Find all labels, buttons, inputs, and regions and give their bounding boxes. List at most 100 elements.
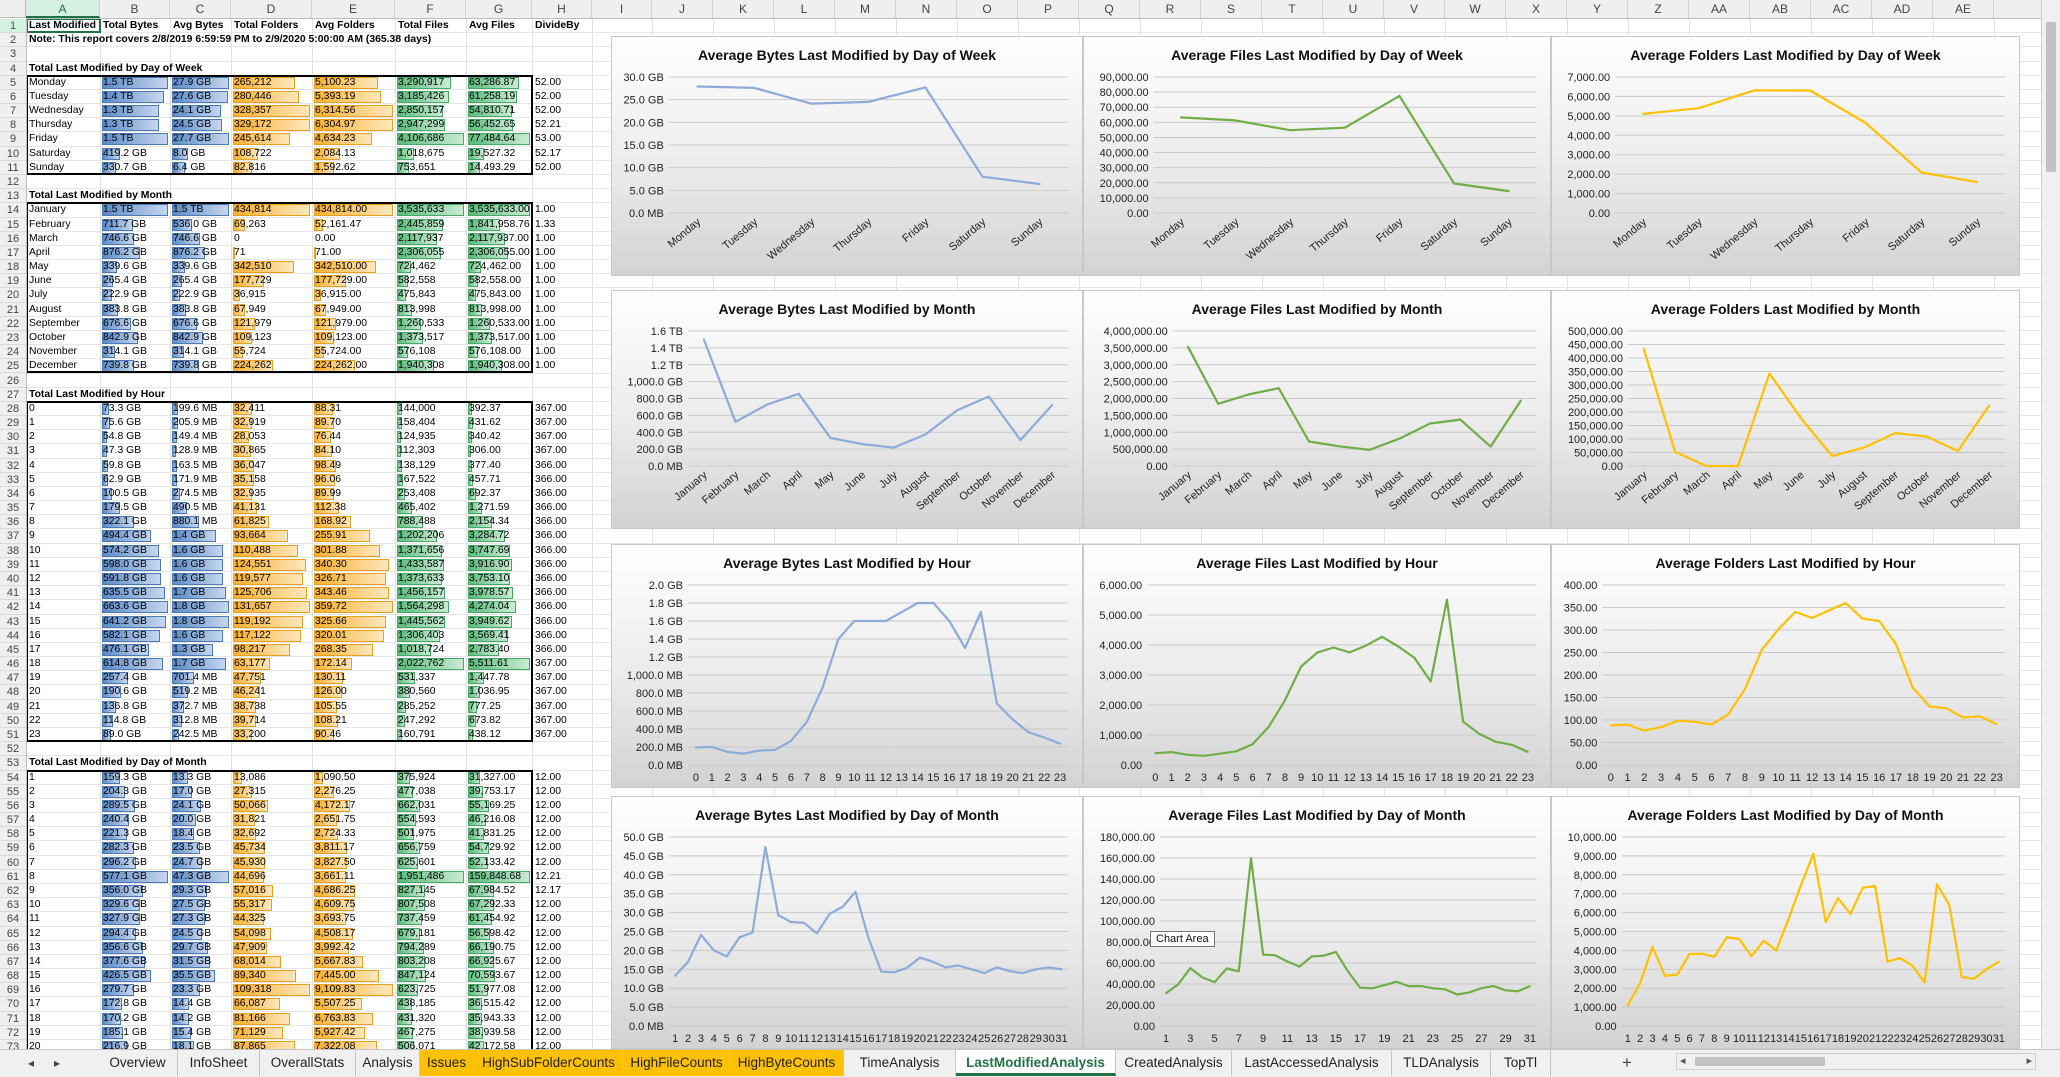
row-header-27[interactable]: 27 [0,388,26,402]
data-point[interactable] [1051,404,1054,407]
column-header-p[interactable]: P [1018,0,1079,18]
data-point[interactable] [1516,990,1519,993]
table-cell[interactable]: 1.7 GB [173,587,206,599]
table-cell[interactable]: 3,535,633.00 [469,204,530,216]
data-point[interactable] [1911,686,1914,689]
row-header-32[interactable]: 32 [0,459,26,473]
table-cell[interactable]: 813,998 [398,303,436,315]
data-point[interactable] [1923,981,1926,984]
row-header-29[interactable]: 29 [0,416,26,431]
table-cell[interactable]: 89.70 [315,417,342,429]
table-cell[interactable]: 89.99 [315,487,342,499]
table-cell[interactable]: 3,978.57 [469,587,510,599]
data-point[interactable] [1787,917,1790,920]
row-header-34[interactable]: 34 [0,487,26,502]
row-header-57[interactable]: 57 [0,813,26,828]
data-point[interactable] [1898,956,1901,959]
data-point[interactable] [1626,1004,1629,1007]
table-cell[interactable]: 3 [29,799,35,811]
table-cell[interactable]: 14.2 GB [173,1012,212,1024]
table-cell[interactable]: 426.5 GB [103,970,147,982]
sheet-tab-tldanalysis[interactable]: TLDAnalysis [1392,1050,1491,1076]
table-cell[interactable]: Friday [29,133,58,145]
chart-7[interactable]: Average Bytes Last Modified by Hour 0.0 M… [611,544,1083,788]
data-point[interactable] [1395,980,1398,983]
table-cell[interactable]: 431.62 [469,417,501,429]
table-cell[interactable]: 12.00 [535,927,562,939]
data-point[interactable] [766,403,769,406]
table-cell[interactable]: 44,696 [234,870,266,882]
table-cell[interactable]: 3,827.50 [315,856,356,868]
table-cell[interactable]: 23 [29,729,41,740]
table-cell[interactable]: 47.3 GB [173,870,212,882]
row-header-68[interactable]: 68 [0,969,26,984]
data-point[interactable] [1322,954,1325,957]
data-point[interactable] [1047,966,1050,969]
data-point[interactable] [1809,89,1812,92]
table-cell[interactable]: 327.9 GB [103,913,147,925]
data-point[interactable] [1849,912,1852,915]
table-cell[interactable]: 1.3 GB [173,643,206,655]
table-cell[interactable]: 794,289 [398,941,436,953]
table-cell[interactable]: Wednesday [29,105,84,117]
data-point[interactable] [1827,609,1830,612]
data-point[interactable] [1429,422,1432,425]
table-cell[interactable]: 367.00 [535,714,567,726]
table-cell[interactable]: 1.3 TB [103,105,134,117]
table-cell[interactable]: 576,108.00 [469,346,522,358]
column-header-l[interactable]: L [774,0,835,18]
data-point[interactable] [1639,981,1642,984]
data-point[interactable] [1217,402,1220,405]
table-cell[interactable]: 475,843.00 [469,289,522,301]
table-cell[interactable]: 36,515.42 [469,998,516,1010]
data-point[interactable] [674,974,677,977]
column-header-c[interactable]: C [170,0,231,18]
table-cell[interactable]: 159,848.68 [469,870,522,882]
data-point[interactable] [854,890,857,893]
column-header-s[interactable]: S [1201,0,1262,18]
table-cell[interactable]: 159.3 GB [103,771,147,783]
table-cell[interactable]: 11 [29,913,40,925]
table-cell[interactable]: 366.00 [535,487,567,499]
row-header-2[interactable]: 2 [0,33,26,48]
table-cell[interactable]: 255.91 [315,530,347,542]
table-cell[interactable]: 3,661.11 [315,870,355,882]
table-cell[interactable]: 12 [29,927,41,939]
table-cell[interactable]: 2,117,937 [398,232,444,244]
table-cell[interactable]: 4,686.25 [315,884,356,896]
table-cell[interactable]: 14 [29,601,41,613]
table-cell[interactable]: 4 [29,459,35,471]
row-header-65[interactable]: 65 [0,927,26,941]
table-cell[interactable]: 53.00 [535,133,562,145]
series-line[interactable] [1155,598,1529,757]
table-cell[interactable]: 28,053 [234,431,266,443]
table-cell[interactable]: 342,510 [234,261,272,273]
data-point[interactable] [1504,989,1507,992]
data-point[interactable] [1165,992,1168,995]
data-point[interactable] [1812,852,1815,855]
row-header-36[interactable]: 36 [0,515,26,530]
table-cell[interactable]: 367.00 [535,729,567,740]
table-cell[interactable]: 339.6 GB [103,261,147,273]
table-cell[interactable]: 7 [29,502,35,514]
data-point[interactable] [1660,726,1663,729]
data-point[interactable] [1492,985,1495,988]
row-header-14[interactable]: 14 [0,203,26,218]
chart-5[interactable]: Average Files Last Modified by Month 0.00… [1083,290,1551,529]
data-point[interactable] [1609,724,1612,727]
table-cell[interactable]: 1.7 GB [173,658,206,670]
data-point[interactable] [1027,731,1030,734]
data-point[interactable] [1347,970,1349,973]
table-cell[interactable]: 711.7 GB [103,218,147,230]
data-point[interactable] [1920,171,1923,174]
table-cell[interactable]: 342,510.00 [315,261,368,273]
table-cell[interactable]: 1 [29,771,35,783]
table-cell[interactable]: 328,357 [234,105,272,117]
table-cell[interactable]: 82,816 [234,161,266,173]
table-cell[interactable]: 9,109.83 [315,984,356,996]
table-cell[interactable]: 31,327.00 [469,771,516,783]
data-point[interactable] [821,686,824,689]
table-cell[interactable]: 367.00 [535,686,567,698]
table-cell[interactable]: 54.8 GB [103,431,142,443]
chart-11[interactable]: Average Files Last Modified by Day of Mo… [1083,796,1551,1049]
